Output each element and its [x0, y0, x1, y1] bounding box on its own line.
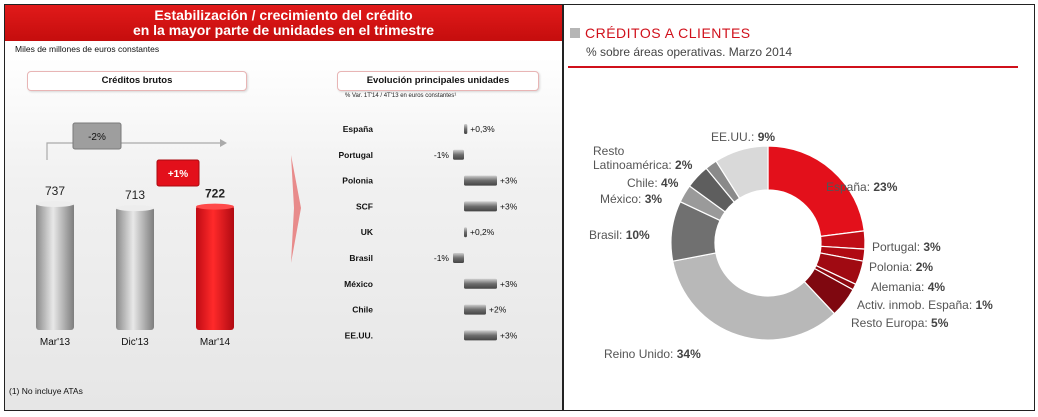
- unit-bar: [464, 124, 468, 134]
- credit-bar: [196, 205, 234, 330]
- banner-line-1: Estabilización / crecimiento del crédito: [154, 7, 413, 23]
- unit-bar: [464, 201, 497, 212]
- donut-slice-espana: [767, 145, 865, 238]
- right-slide: CRÉDITOS A CLIENTES % sobre áreas operat…: [563, 4, 1035, 411]
- donut-svg: España: 23% Portugal: 3% Polonia: 2% Aleman…: [589, 130, 993, 361]
- donut-slice-reino-unido: [672, 252, 836, 341]
- change-connector-line: [46, 142, 220, 160]
- unit-bar: [453, 149, 464, 160]
- unit-bar: [464, 330, 497, 341]
- donut-label-chile: Chile: 4%: [627, 176, 679, 190]
- change-qoq-label: +1%: [168, 169, 188, 180]
- donut-subtitle: % sobre áreas operativas. Marzo 2014: [586, 45, 793, 59]
- donut-label-ee-uu: EE.UU.: 9%: [711, 130, 775, 144]
- unit-category-label: España: [343, 124, 374, 134]
- left-slide: Estabilización / crecimiento del crédito…: [4, 4, 563, 411]
- donut-label-mexico: México: 3%: [600, 192, 662, 206]
- banner-line-2: en la mayor parte de unidades en el trim…: [132, 22, 435, 38]
- units-evolution-bars: España +0,3% Portugal -1% Polonia +3% SCF +3% UK…: [339, 124, 518, 341]
- credit-value-label: 737: [45, 184, 65, 198]
- donut-slices: [670, 145, 866, 341]
- unit-value-label: -1%: [434, 253, 450, 263]
- donut-label-alemania: Alemania: 4%: [871, 280, 945, 294]
- units-evolution-title: Evolución principales unidades: [337, 71, 539, 91]
- change-arrow-icon: [220, 139, 227, 147]
- unit-category-label: Polonia: [342, 176, 373, 186]
- left-charts-svg: -2% +1% 737 Mar'13 713 Dic'13 722 Mar'14 Espa…: [36, 122, 518, 348]
- donut-label-portugal: Portugal: 3%: [872, 240, 941, 254]
- change-prev-label: -2%: [88, 132, 106, 143]
- unit-bar: [453, 253, 464, 263]
- unit-category-label: Brasil: [349, 253, 373, 263]
- donut-label-resto-europa: Resto Europa: 5%: [851, 316, 949, 330]
- credit-bar-top: [196, 203, 234, 210]
- title-square-icon: [570, 28, 580, 38]
- unit-category-label: Portugal: [339, 150, 373, 160]
- unit-value-label: +0,3%: [470, 124, 495, 134]
- unit-bar: [464, 175, 497, 186]
- change-qoq-badge: [156, 159, 200, 187]
- donut-slice-ee-uu: [715, 145, 769, 200]
- chevron-separator-icon: [291, 155, 301, 263]
- gross-credit-title: Créditos brutos: [27, 71, 247, 91]
- unit-value-label: +3%: [500, 330, 518, 340]
- unit-category-label: SCF: [356, 201, 373, 211]
- slide-banner: Estabilización / crecimiento del crédito…: [5, 5, 562, 41]
- unit-bar: [464, 304, 486, 315]
- donut-title: CRÉDITOS A CLIENTES: [585, 25, 751, 41]
- unit-category-label: Chile: [352, 305, 373, 315]
- donut-label-activ-inmob-espana: Activ. inmob. España: 1%: [857, 298, 993, 312]
- unit-value-label: -1%: [434, 150, 450, 160]
- credit-bar: [36, 203, 74, 330]
- change-prev-badge: [72, 122, 122, 150]
- credit-category-label: Dic'13: [121, 337, 149, 348]
- credit-value-label: 722: [205, 187, 225, 201]
- donut-label-brasil: Brasil: 10%: [589, 228, 650, 242]
- unit-value-label: +2%: [489, 305, 507, 315]
- units-evolution-subtitle: % Var. 1T'14 / 4T'13 en euros constantes…: [345, 93, 457, 99]
- chart-background: [5, 57, 562, 410]
- unit-value-label: +0,2%: [470, 227, 495, 237]
- unit-bar: [464, 227, 467, 238]
- credit-bar: [116, 207, 154, 330]
- unit-category-label: UK: [361, 227, 374, 237]
- footnote: (1) No incluye ATAs: [9, 386, 83, 396]
- unit-value-label: +3%: [500, 201, 518, 211]
- donut-label-resto-latinoamerica: Resto Latinoamérica: 2%: [593, 144, 693, 172]
- credit-value-label: 713: [125, 188, 145, 202]
- credit-bar-top: [36, 201, 74, 207]
- credit-category-label: Mar'13: [40, 337, 71, 348]
- credit-bar-top: [116, 205, 154, 212]
- title-rule: [568, 66, 1018, 68]
- donut-labels: España: 23% Portugal: 3% Polonia: 2% Aleman…: [589, 130, 993, 361]
- donut-label-espana: España: 23%: [826, 180, 898, 194]
- donut-label-reino-unido: Reino Unido: 34%: [604, 347, 701, 361]
- credit-category-label: Mar'14: [200, 337, 231, 348]
- unit-bar: [464, 278, 497, 289]
- unit-category-label: México: [344, 279, 373, 289]
- donut-label-polonia: Polonia: 2%: [869, 260, 933, 274]
- gross-credit-bars: 737 Mar'13 713 Dic'13 722 Mar'14: [36, 184, 234, 348]
- unit-value-label: +3%: [500, 279, 518, 289]
- unit-category-label: EE.UU.: [345, 330, 373, 340]
- units-note: Miles de millones de euros constantes: [15, 44, 160, 54]
- unit-value-label: +3%: [500, 176, 518, 186]
- donut-header: CRÉDITOS A CLIENTES: [570, 25, 751, 41]
